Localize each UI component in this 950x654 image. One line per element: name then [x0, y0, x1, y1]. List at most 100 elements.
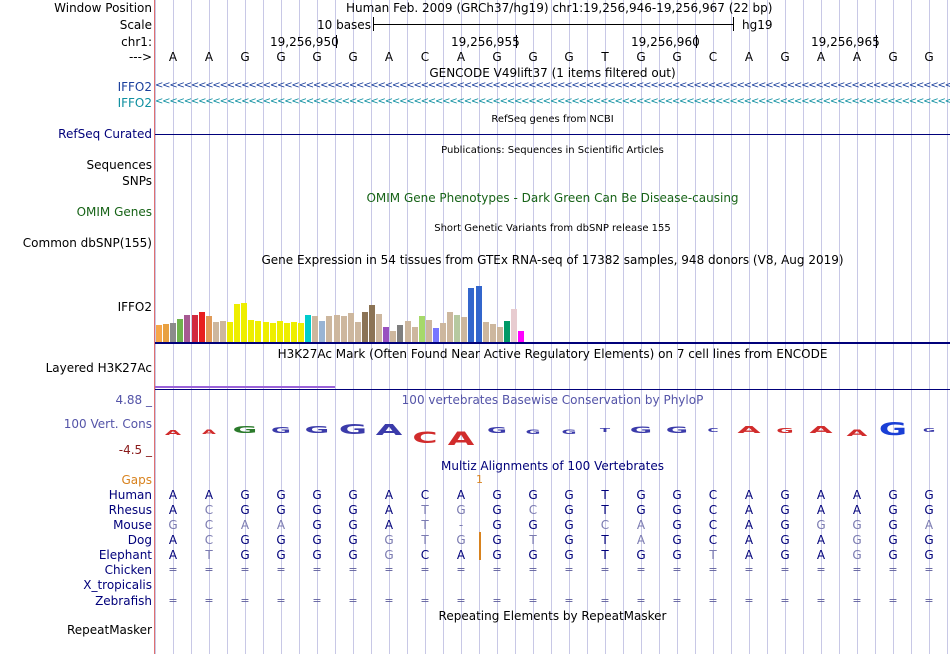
gtex-tissue-bar[interactable]	[212, 322, 219, 342]
gtex-tissue-bar[interactable]	[397, 325, 404, 342]
gtex-tissue-bar[interactable]	[255, 321, 262, 342]
gtex-tissue-bar[interactable]	[461, 317, 468, 342]
aligned-base: =	[240, 594, 250, 607]
common-dbsnp-label[interactable]: Common dbSNP(155)	[22, 236, 152, 250]
aligned-base: C	[204, 518, 214, 532]
omim-genes-label[interactable]: OMIM Genes	[76, 205, 152, 219]
gtex-tissue-bar[interactable]	[404, 321, 411, 342]
repeatmasker-label[interactable]: RepeatMasker	[66, 623, 152, 637]
gtex-tissue-bar[interactable]	[390, 331, 397, 342]
gtex-tissue-bar[interactable]	[234, 304, 241, 342]
aligned-base: G	[636, 548, 646, 562]
aligned-base: -	[458, 518, 464, 532]
gtex-tissue-bar[interactable]	[290, 322, 297, 342]
gtex-tissue-bar[interactable]	[156, 325, 162, 342]
sequence-base: G	[636, 50, 646, 64]
gtex-tissue-bar[interactable]	[305, 315, 312, 342]
gtex-tissue-bar[interactable]	[482, 322, 489, 342]
species-label[interactable]: Mouse	[113, 518, 152, 532]
gtex-tissue-bar[interactable]	[241, 303, 248, 342]
sequence-base: A	[852, 50, 862, 64]
gtex-tissue-bar[interactable]	[418, 316, 425, 342]
gtex-tissue-bar[interactable]	[503, 321, 510, 342]
aligned-base: A	[456, 548, 466, 562]
refseq-curated-label[interactable]: RefSeq Curated	[58, 127, 152, 141]
gtex-tissue-bar[interactable]	[376, 314, 383, 342]
refseq-gene-line[interactable]	[155, 134, 950, 135]
aligned-base: =	[240, 563, 250, 576]
phylop-base-letter: T	[599, 428, 611, 434]
sequence-base: G	[528, 50, 538, 64]
scale-text: 10 bases	[317, 18, 371, 32]
gtex-tissue-bar[interactable]	[312, 316, 319, 342]
phylop-base-letter: A	[809, 425, 833, 436]
gtex-tissue-bar[interactable]	[283, 323, 290, 342]
aligned-base: G	[528, 518, 538, 532]
gtex-tissue-bar[interactable]	[205, 316, 212, 342]
species-label[interactable]: Zebrafish	[95, 594, 152, 608]
gtex-tissue-bar[interactable]	[319, 321, 326, 342]
aligned-base: G	[852, 518, 862, 532]
coord-2: 19,256,955	[451, 35, 520, 49]
snps-label[interactable]: SNPs	[122, 174, 152, 188]
gtex-tissue-bar[interactable]	[425, 320, 432, 342]
gap-marker[interactable]: 1	[476, 473, 483, 486]
gtex-tissue-bar[interactable]	[454, 315, 461, 342]
gtex-tissue-bar[interactable]	[511, 309, 517, 342]
gtex-bar-chart[interactable]	[155, 266, 950, 342]
gtex-tissue-bar[interactable]	[184, 315, 191, 342]
gtex-tissue-bar[interactable]	[518, 331, 525, 342]
gtex-tissue-bar[interactable]	[361, 312, 368, 342]
gtex-tissue-bar[interactable]	[219, 321, 226, 342]
gaps-label[interactable]: Gaps	[121, 473, 152, 487]
aligned-base: A	[852, 503, 862, 517]
sequence-base: G	[888, 50, 898, 64]
species-label[interactable]: Chicken	[104, 563, 152, 577]
gtex-tissue-bar[interactable]	[227, 322, 233, 342]
grid-line	[803, 0, 804, 654]
gtex-tissue-bar[interactable]	[496, 327, 503, 342]
gtex-tissue-bar[interactable]	[191, 315, 198, 342]
gtex-tissue-bar[interactable]	[248, 320, 255, 342]
aligned-base: G	[240, 548, 250, 562]
sequences-label[interactable]: Sequences	[86, 158, 152, 172]
layered-h3k27ac-label[interactable]: Layered H3K27Ac	[45, 361, 152, 375]
gtex-tissue-bar[interactable]	[198, 312, 205, 342]
gtex-tissue-bar[interactable]	[489, 324, 496, 342]
gtex-tissue-bar[interactable]	[347, 313, 354, 342]
gtex-tissue-bar[interactable]	[326, 316, 333, 342]
gtex-tissue-bar[interactable]	[354, 322, 361, 342]
iffo2-transcript-2[interactable]: <<<<<<<<<<<<<<<<<<<<<<<<<<<<<<<<<<<<<<<<…	[155, 96, 950, 107]
gtex-tissue-bar[interactable]	[383, 327, 390, 342]
gtex-tissue-bar[interactable]	[411, 327, 418, 342]
species-label[interactable]: Dog	[127, 533, 152, 547]
gtex-tissue-bar[interactable]	[170, 323, 177, 342]
gtex-tissue-bar[interactable]	[333, 315, 340, 342]
gtex-tissue-bar[interactable]	[262, 322, 269, 342]
gtex-tissue-bar[interactable]	[163, 324, 170, 342]
gtex-tissue-bar[interactable]	[276, 321, 283, 342]
gtex-tissue-bar[interactable]	[177, 319, 184, 342]
gtex-tissue-bar[interactable]	[447, 312, 454, 342]
h3k27ac-signal[interactable]	[155, 386, 335, 388]
gtex-tissue-bar[interactable]	[340, 316, 347, 342]
phylop-label[interactable]: 100 Vert. Cons	[63, 417, 152, 431]
species-label[interactable]: Elephant	[98, 548, 152, 562]
gtex-tissue-bar[interactable]	[432, 328, 439, 342]
gtex-tissue-bar[interactable]	[475, 286, 482, 342]
species-label[interactable]: Human	[108, 488, 152, 502]
species-label[interactable]: X_tropicalis	[83, 578, 152, 592]
aligned-base: =	[420, 594, 430, 607]
species-label[interactable]: Rhesus	[108, 503, 152, 517]
gtex-tissue-bar[interactable]	[369, 305, 375, 342]
iffo2-transcript-label-2[interactable]: IFFO2	[117, 96, 152, 110]
insertion-marker-dog[interactable]	[479, 532, 481, 560]
gtex-tissue-bar[interactable]	[298, 323, 304, 342]
iffo2-transcript-label-1[interactable]: IFFO2	[117, 80, 152, 94]
gtex-tissue-bar[interactable]	[468, 288, 475, 342]
grid-line	[713, 0, 714, 654]
gtex-tissue-bar[interactable]	[269, 323, 276, 342]
gtex-gene-label[interactable]: IFFO2	[117, 300, 152, 314]
iffo2-transcript-1[interactable]: <<<<<<<<<<<<<<<<<<<<<<<<<<<<<<<<<<<<<<<<…	[155, 80, 950, 91]
gtex-tissue-bar[interactable]	[440, 323, 446, 342]
